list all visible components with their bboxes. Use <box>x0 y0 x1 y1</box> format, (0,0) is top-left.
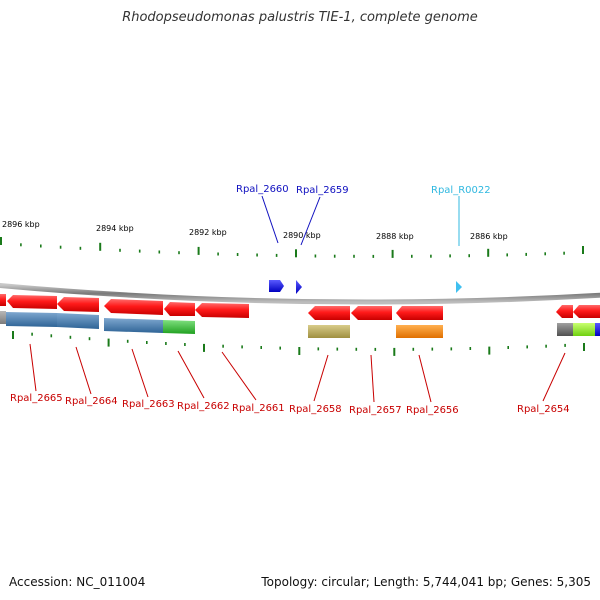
cog-block-blue <box>595 323 600 336</box>
forward-strand-features <box>269 280 462 294</box>
gene-rpal-2665-arrow[interactable] <box>7 295 57 309</box>
cog-block-lime <box>573 323 595 336</box>
gene-rpal-2664-arrow[interactable] <box>57 297 99 312</box>
gene-arrow-right-1[interactable] <box>556 305 573 318</box>
cog-block-khaki <box>308 325 350 338</box>
gene-rpal-2658-arrow[interactable] <box>308 306 350 320</box>
inner-scale-ticks <box>12 331 585 356</box>
label-rpal-2660: Rpal_2660 <box>236 184 289 195</box>
cog-block-steel-1 <box>6 312 57 327</box>
label-rpal-2658: Rpal_2658 <box>289 404 342 415</box>
cog-block-gray-right <box>557 323 573 336</box>
forward-gene-labels: Rpal_2660 Rpal_2659 Rpal_R0022 <box>236 184 491 196</box>
scale-label-2896: 2896 kbp <box>2 220 40 229</box>
scale-labels: 2896 kbp 2894 kbp 2892 kbp 2890 kbp 2888… <box>2 220 508 241</box>
gene-rpal-2661-arrow[interactable] <box>195 303 249 318</box>
cog-block-steel-2 <box>57 313 99 329</box>
gene-arrow-edge[interactable] <box>0 294 6 306</box>
reverse-strand-features <box>0 294 600 338</box>
label-rpal-2654: Rpal_2654 <box>517 404 570 415</box>
label-rpal-2657: Rpal_2657 <box>349 405 402 416</box>
label-rpal-r0022: Rpal_R0022 <box>431 185 491 196</box>
topology-summary: Topology: circular; Length: 5,744,041 bp… <box>261 575 591 589</box>
gene-arrow-right-2[interactable] <box>573 305 596 318</box>
label-rpal-2659: Rpal_2659 <box>296 185 349 196</box>
cog-block-green <box>163 320 195 334</box>
gene-rpal-2656-arrow[interactable] <box>396 306 443 320</box>
label-rpal-2665: Rpal_2665 <box>10 393 63 404</box>
label-rpal-2664: Rpal_2664 <box>65 396 118 407</box>
gene-rpal-2662-arrow[interactable] <box>164 302 195 316</box>
forward-leader-lines <box>261 195 460 246</box>
gene-rpal-2657-arrow[interactable] <box>351 306 392 320</box>
outer-scale-ticks <box>0 237 584 258</box>
cog-block-steel-3 <box>104 318 163 333</box>
scale-label-2886: 2886 kbp <box>470 232 508 241</box>
scale-label-2888: 2888 kbp <box>376 232 414 241</box>
gene-rpal-2660-arrow[interactable] <box>269 280 284 292</box>
map-title: Rhodopseudomonas palustris TIE-1, comple… <box>122 10 478 25</box>
scale-label-2894: 2894 kbp <box>96 224 134 233</box>
cog-block-gray-left <box>0 311 6 324</box>
label-rpal-2656: Rpal_2656 <box>406 405 459 416</box>
gene-rpal-2663-arrow[interactable] <box>104 299 163 315</box>
label-rpal-2663: Rpal_2663 <box>122 399 175 410</box>
gene-rpal-2659-arrow[interactable] <box>296 280 302 294</box>
gene-arrow-right-3-body <box>596 305 600 318</box>
accession-text: Accession: NC_011004 <box>9 575 146 589</box>
reverse-leader-lines <box>29 343 566 403</box>
scale-label-2890: 2890 kbp <box>283 231 321 240</box>
genome-backbone <box>0 282 600 305</box>
label-rpal-2662: Rpal_2662 <box>177 401 230 412</box>
cog-block-orange <box>396 325 443 338</box>
gene-rpal-r0022-arrow[interactable] <box>456 281 462 293</box>
reverse-gene-labels: Rpal_2665 Rpal_2664 Rpal_2663 Rpal_2662 … <box>10 393 570 416</box>
scale-label-2892: 2892 kbp <box>189 228 227 237</box>
label-rpal-2661: Rpal_2661 <box>232 403 285 414</box>
